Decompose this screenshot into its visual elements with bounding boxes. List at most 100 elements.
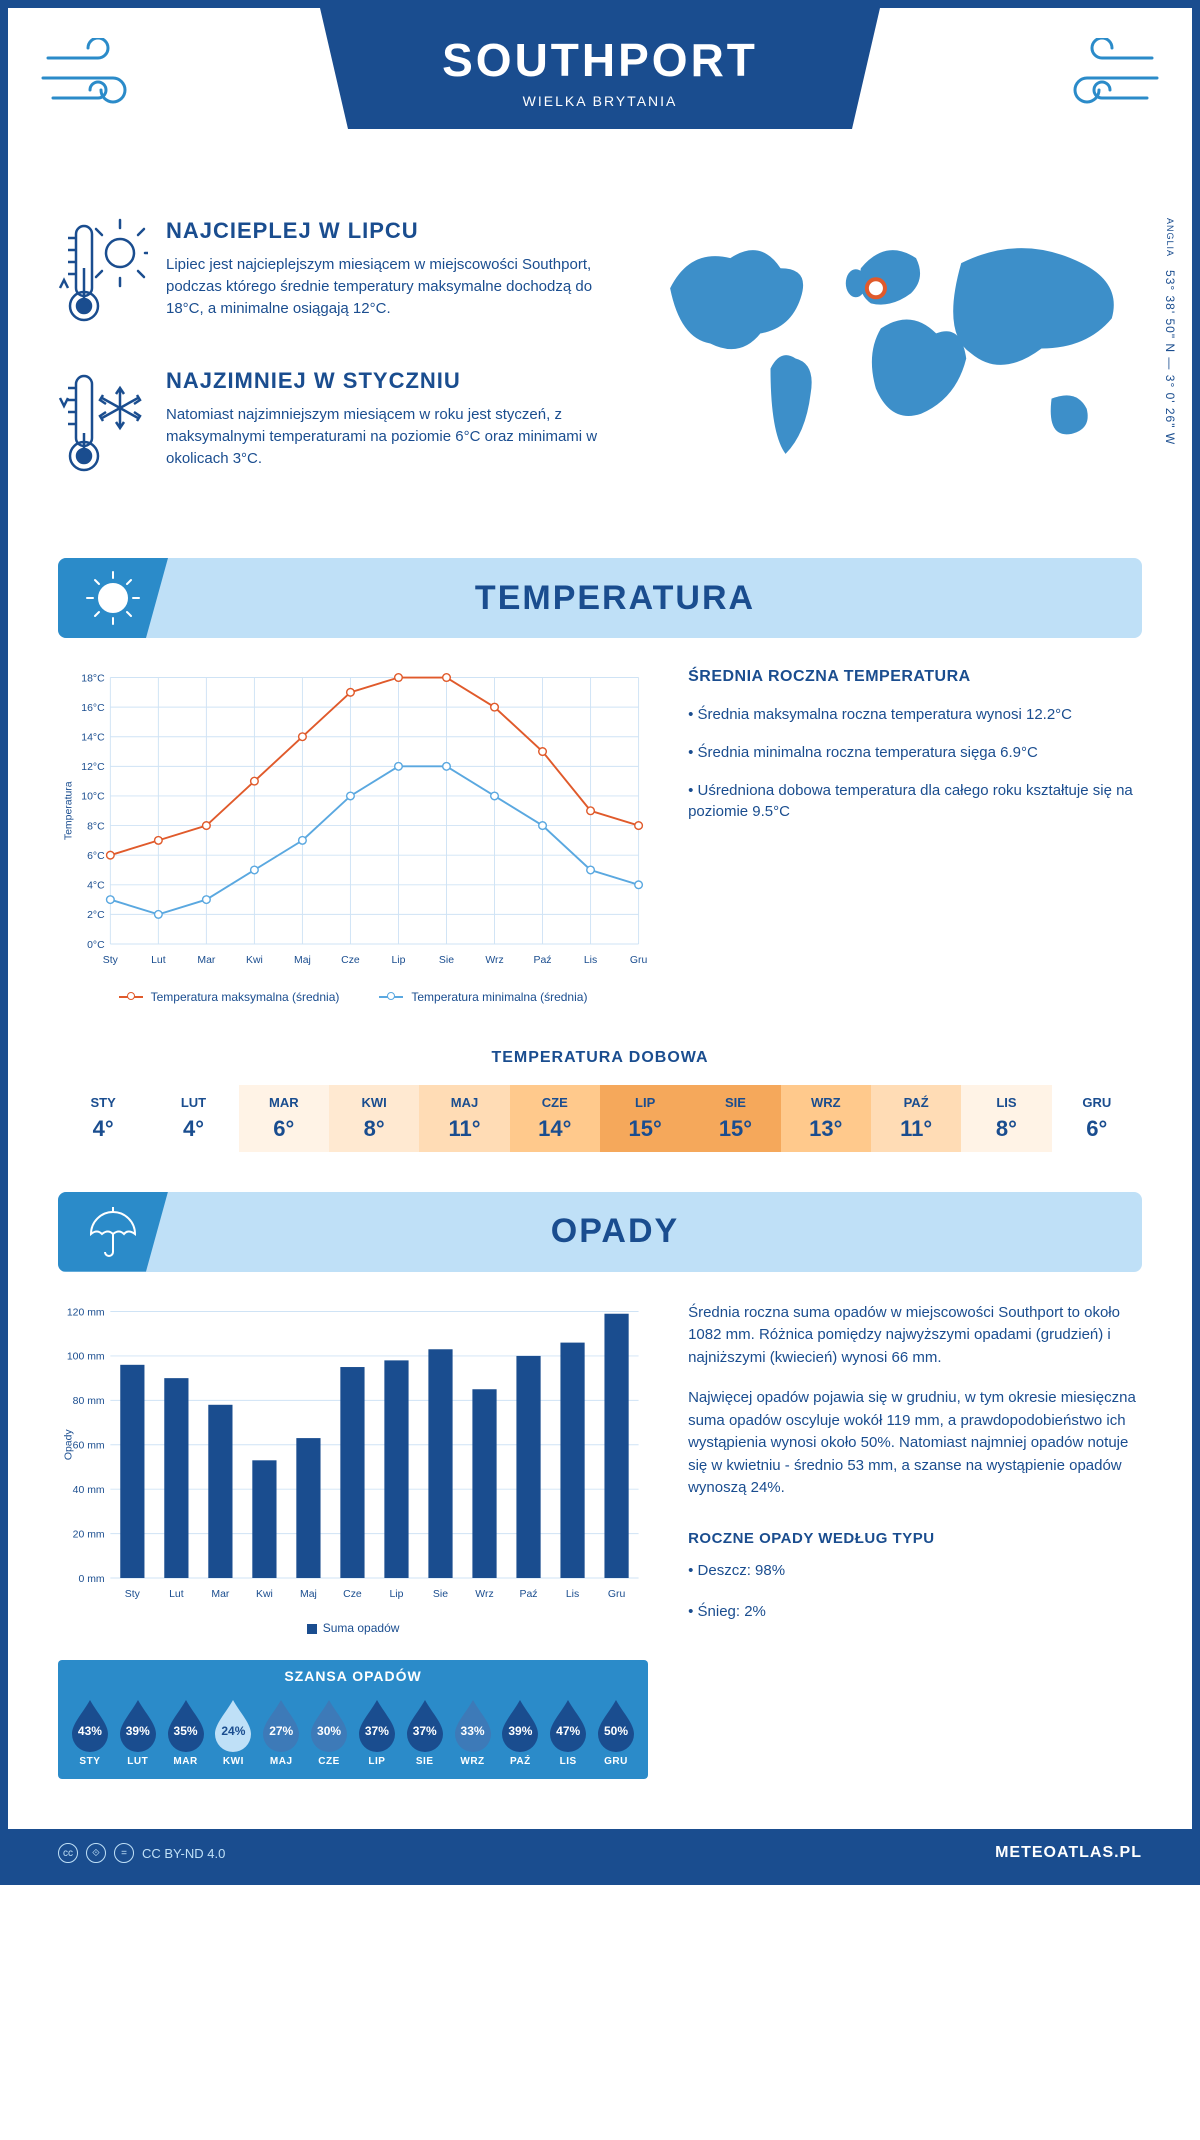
precip-chance-panel: SZANSA OPADÓW 43%STY39%LUT35%MAR24%KWI27…: [58, 1660, 648, 1779]
svg-text:Cze: Cze: [343, 1589, 362, 1600]
svg-text:Maj: Maj: [300, 1589, 317, 1600]
svg-text:4°C: 4°C: [87, 881, 105, 892]
precip-chance-drop: 37%LIP: [355, 1698, 399, 1767]
svg-text:Lis: Lis: [566, 1589, 579, 1600]
thermometer-sun-icon: [58, 218, 148, 333]
svg-text:Sty: Sty: [103, 955, 119, 966]
precip-chart-legend: Suma opadów: [58, 1621, 648, 1635]
svg-text:Lut: Lut: [151, 955, 166, 966]
daily-temp-cell: CZE14°: [510, 1085, 600, 1152]
nd-icon: =: [114, 1843, 134, 1863]
world-map: ANGLIA 53° 38' 50" N — 3° 0' 26" W: [640, 218, 1142, 518]
country-subtitle: WIELKA BRYTANIA: [320, 93, 880, 109]
site-name: METEOATLAS.PL: [995, 1844, 1142, 1862]
title-ribbon: SOUTHPORT WIELKA BRYTANIA: [320, 8, 880, 129]
precip-chance-drop: 24%KWI: [211, 1698, 255, 1767]
wind-icon: [1042, 38, 1162, 118]
header: SOUTHPORT WIELKA BRYTANIA: [8, 8, 1192, 188]
svg-text:2°C: 2°C: [87, 910, 105, 921]
daily-temp-cell: PAŹ11°: [871, 1085, 961, 1152]
svg-text:8°C: 8°C: [87, 821, 105, 832]
daily-temp-cell: KWI8°: [329, 1085, 419, 1152]
svg-text:12°C: 12°C: [81, 762, 105, 773]
section-header-temperature: TEMPERATURA: [58, 558, 1142, 638]
thermometer-snow-icon: [58, 368, 148, 483]
fact-cold-text: Natomiast najzimniejszym miesiącem w rok…: [166, 404, 610, 469]
precip-chance-drop: 33%WRZ: [451, 1698, 495, 1767]
svg-text:Gru: Gru: [608, 1589, 626, 1600]
fact-hot-text: Lipiec jest najcieplejszym miesiącem w m…: [166, 254, 610, 319]
svg-text:Kwi: Kwi: [256, 1589, 273, 1600]
precip-chance-drop: 35%MAR: [164, 1698, 208, 1767]
city-title: SOUTHPORT: [320, 33, 880, 87]
svg-text:Opady: Opady: [63, 1428, 74, 1460]
svg-text:10°C: 10°C: [81, 792, 105, 803]
svg-text:Sie: Sie: [439, 955, 454, 966]
svg-text:Kwi: Kwi: [246, 955, 263, 966]
precip-chance-drop: 27%MAJ: [259, 1698, 303, 1767]
svg-text:Sie: Sie: [433, 1589, 448, 1600]
svg-text:80 mm: 80 mm: [73, 1396, 105, 1407]
svg-text:Wrz: Wrz: [485, 955, 503, 966]
svg-text:Paź: Paź: [534, 955, 552, 966]
svg-text:Paź: Paź: [520, 1589, 538, 1600]
daily-temp-cell: LIP15°: [600, 1085, 690, 1152]
section-header-precip: OPADY: [58, 1192, 1142, 1272]
precip-chance-drop: 39%LUT: [116, 1698, 160, 1767]
precip-chance-drop: 39%PAŹ: [498, 1698, 542, 1767]
svg-text:16°C: 16°C: [81, 703, 105, 714]
daily-temp-cell: STY4°: [58, 1085, 148, 1152]
section-title: TEMPERATURA: [88, 579, 1142, 618]
daily-temp-cell: LUT4°: [148, 1085, 238, 1152]
svg-text:Maj: Maj: [294, 955, 311, 966]
daily-temp-cell: GRU6°: [1052, 1085, 1142, 1152]
fact-cold-title: NAJZIMNIEJ W STYCZNIU: [166, 368, 610, 394]
svg-text:Cze: Cze: [341, 955, 360, 966]
precip-chance-drop: 47%LIS: [546, 1698, 590, 1767]
umbrella-icon: [58, 1192, 168, 1272]
svg-text:40 mm: 40 mm: [73, 1485, 105, 1496]
svg-text:20 mm: 20 mm: [73, 1529, 105, 1540]
daily-temp-table: STY4°LUT4°MAR6°KWI8°MAJ11°CZE14°LIP15°SI…: [58, 1085, 1142, 1152]
svg-text:Lip: Lip: [391, 955, 405, 966]
fact-hot: NAJCIEPLEJ W LIPCU Lipiec jest najcieple…: [58, 218, 610, 333]
wind-icon: [38, 38, 158, 118]
precip-chance-drop: 30%CZE: [307, 1698, 351, 1767]
precip-chance-drop: 37%SIE: [403, 1698, 447, 1767]
svg-text:Lip: Lip: [389, 1589, 403, 1600]
cc-icon: cc: [58, 1843, 78, 1863]
svg-text:14°C: 14°C: [81, 733, 105, 744]
coordinates: ANGLIA 53° 38' 50" N — 3° 0' 26" W: [1163, 218, 1177, 445]
license-text: CC BY-ND 4.0: [142, 1846, 225, 1861]
svg-text:Sty: Sty: [125, 1589, 141, 1600]
svg-text:Mar: Mar: [211, 1589, 230, 1600]
svg-text:60 mm: 60 mm: [73, 1440, 105, 1451]
svg-text:0 mm: 0 mm: [78, 1573, 104, 1584]
section-title: OPADY: [88, 1212, 1142, 1251]
precip-chance-drop: 43%STY: [68, 1698, 112, 1767]
svg-text:100 mm: 100 mm: [67, 1351, 105, 1362]
svg-text:Wrz: Wrz: [475, 1589, 493, 1600]
svg-text:120 mm: 120 mm: [67, 1307, 105, 1318]
daily-temp-cell: MAR6°: [239, 1085, 329, 1152]
svg-text:Mar: Mar: [197, 955, 216, 966]
daily-temp-cell: MAJ11°: [419, 1085, 509, 1152]
svg-text:Lut: Lut: [169, 1589, 184, 1600]
temp-chart-legend: Temperatura maksymalna (średnia) Tempera…: [58, 990, 648, 1004]
license-icons: cc ⟐ = CC BY-ND 4.0: [58, 1843, 225, 1863]
precip-chance-drop: 50%GRU: [594, 1698, 638, 1767]
precip-bar-chart: 0 mm 20 mm 40 mm 60 mm 80 mm 100 mm 120 mm Opad…: [58, 1302, 648, 1636]
fact-hot-title: NAJCIEPLEJ W LIPCU: [166, 218, 610, 244]
daily-temp-cell: WRZ13°: [781, 1085, 871, 1152]
footer: cc ⟐ = CC BY-ND 4.0 METEOATLAS.PL: [8, 1829, 1192, 1877]
svg-text:Temperatura: Temperatura: [63, 781, 74, 840]
daily-temp-cell: LIS8°: [961, 1085, 1051, 1152]
sun-icon: [58, 558, 168, 638]
fact-cold: NAJZIMNIEJ W STYCZNIU Natomiast najzimni…: [58, 368, 610, 483]
svg-text:0°C: 0°C: [87, 940, 105, 951]
by-icon: ⟐: [86, 1843, 106, 1863]
temperature-summary: ŚREDNIA ROCZNA TEMPERATURA • Średnia mak…: [688, 668, 1142, 1004]
svg-text:18°C: 18°C: [81, 673, 105, 684]
daily-temp-title: TEMPERATURA DOBOWA: [58, 1049, 1142, 1067]
svg-text:Gru: Gru: [630, 955, 648, 966]
